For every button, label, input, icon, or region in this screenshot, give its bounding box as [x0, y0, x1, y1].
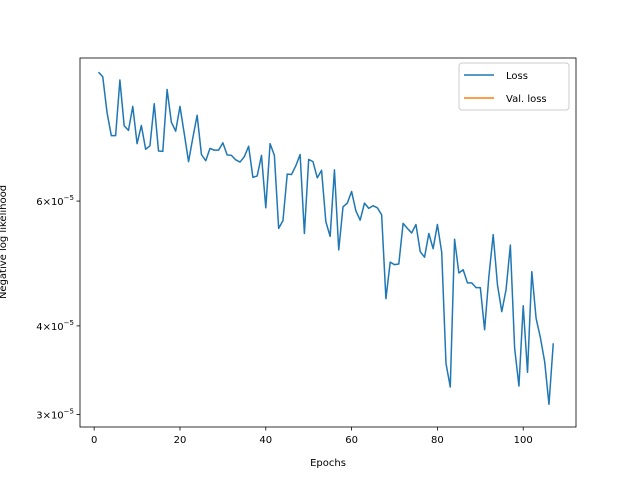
x-tick-label: 80 [431, 435, 444, 446]
x-tick-label: 20 [174, 435, 187, 446]
legend-label-loss: Loss [506, 71, 528, 82]
y-axis-ticks: 3×10−5 4×10−5 6×10−5 [36, 194, 80, 421]
y-axis-label: Negative log likelihood [0, 185, 9, 299]
y-tick-label: 3×10−5 [36, 407, 74, 421]
x-tick-label: 40 [259, 435, 272, 446]
legend: Loss Val. loss [458, 62, 570, 111]
plot-frame [79, 57, 577, 428]
y-tick-label: 4×10−5 [36, 319, 74, 333]
series-layer [97, 71, 555, 406]
x-tick-label: 60 [345, 435, 358, 446]
x-axis-label: Epochs [310, 458, 346, 469]
x-axis-ticks: 0 20 40 60 80 100 [91, 427, 533, 446]
y-tick-label: 6×10−5 [36, 194, 74, 208]
series-line-0 [97, 71, 555, 406]
legend-label-val-loss: Val. loss [506, 94, 547, 105]
x-tick-label: 100 [514, 435, 533, 446]
x-tick-label: 0 [91, 435, 97, 446]
